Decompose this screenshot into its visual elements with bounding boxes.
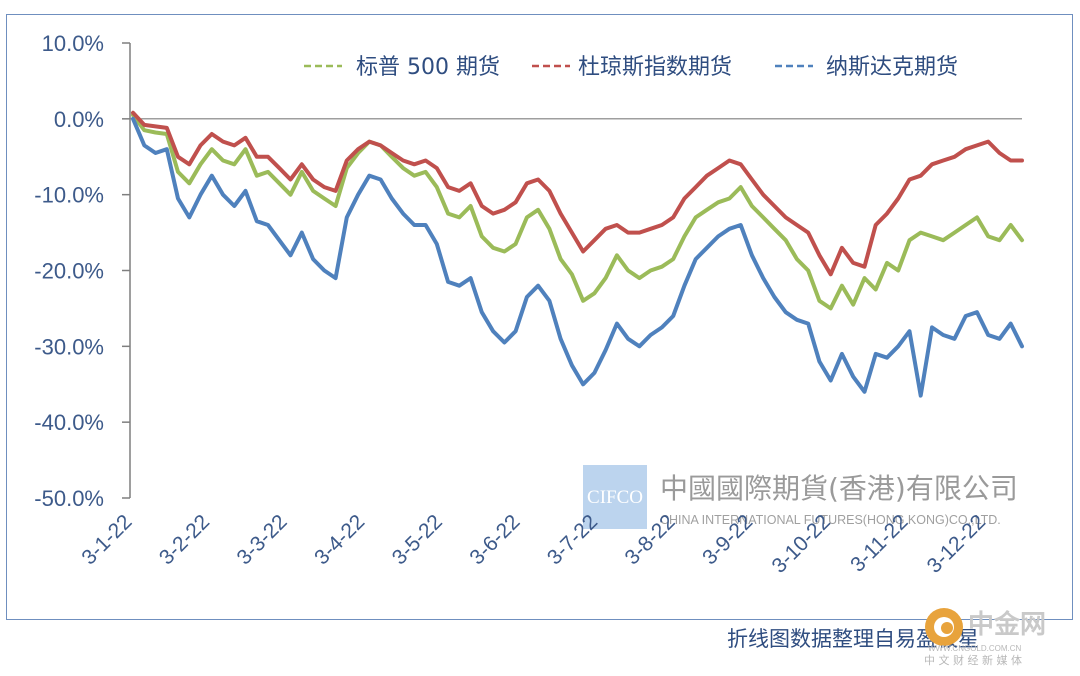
y-tick-label: -50.0% <box>34 486 104 511</box>
chart-frame <box>6 14 1073 620</box>
y-axis: 10.0% 0.0% -10.0% -20.0% -30.0% -40.0% -50.0% <box>34 31 131 511</box>
x-tick-label: 3-5-22 <box>388 510 447 569</box>
x-tick-label: 3-4-22 <box>310 510 369 569</box>
cifco-logo-box <box>583 465 647 529</box>
watermark-company-en: CHINA INTERNATIONAL FUTURES(HONG KONG)CO… <box>660 513 1001 527</box>
legend-item-nasdaq: 纳斯达克期货 <box>775 55 958 80</box>
site-url: WWW.CNGOLD.COM.CN <box>928 644 1022 653</box>
series-layer <box>131 110 1024 398</box>
site-name: 中金网 <box>968 609 1046 640</box>
series-line-1 <box>131 110 1024 277</box>
x-tick-label: 3-1-22 <box>77 510 136 569</box>
series-line-0 <box>131 113 1024 311</box>
legend-label-sp500: 标普 500 期货 <box>356 55 500 80</box>
legend: 标普 500 期货 杜琼斯指数期货 纳斯达克期货 <box>304 55 958 80</box>
x-tick-label: 3-6-22 <box>465 510 524 569</box>
watermark: CIFCO 中國國際期貨(香港)有限公司 CHINA INTERNATIONAL… <box>583 465 1018 529</box>
legend-label-nasdaq: 纳斯达克期货 <box>826 55 958 80</box>
series-line-2 <box>131 116 1024 398</box>
cifco-logo-text: CIFCO <box>587 487 643 508</box>
x-tick-label: 3-7-22 <box>543 510 602 569</box>
y-tick-label: -10.0% <box>34 183 104 208</box>
site-logo-icon-dot <box>941 622 953 634</box>
legend-item-dow: 杜琼斯指数期货 <box>532 55 732 80</box>
x-tick-label: 3-3-22 <box>233 510 292 569</box>
y-tick-label: -30.0% <box>34 334 104 359</box>
legend-label-dow: 杜琼斯指数期货 <box>578 55 732 80</box>
x-tick-label: 3-2-22 <box>155 510 214 569</box>
legend-item-sp500: 标普 500 期货 <box>304 55 500 80</box>
y-tick-label: -40.0% <box>34 410 104 435</box>
watermark-company-cn: 中國國際期貨(香港)有限公司 <box>660 472 1018 505</box>
site-subtitle: 中 文 财 经 新 媒 体 <box>924 653 1022 667</box>
y-tick-label: 0.0% <box>54 107 104 132</box>
y-tick-label: 10.0% <box>42 31 104 56</box>
y-tick-label: -20.0% <box>34 259 104 284</box>
site-logo: 中金网 WWW.CNGOLD.COM.CN 中 文 财 经 新 媒 体 <box>924 608 1046 667</box>
